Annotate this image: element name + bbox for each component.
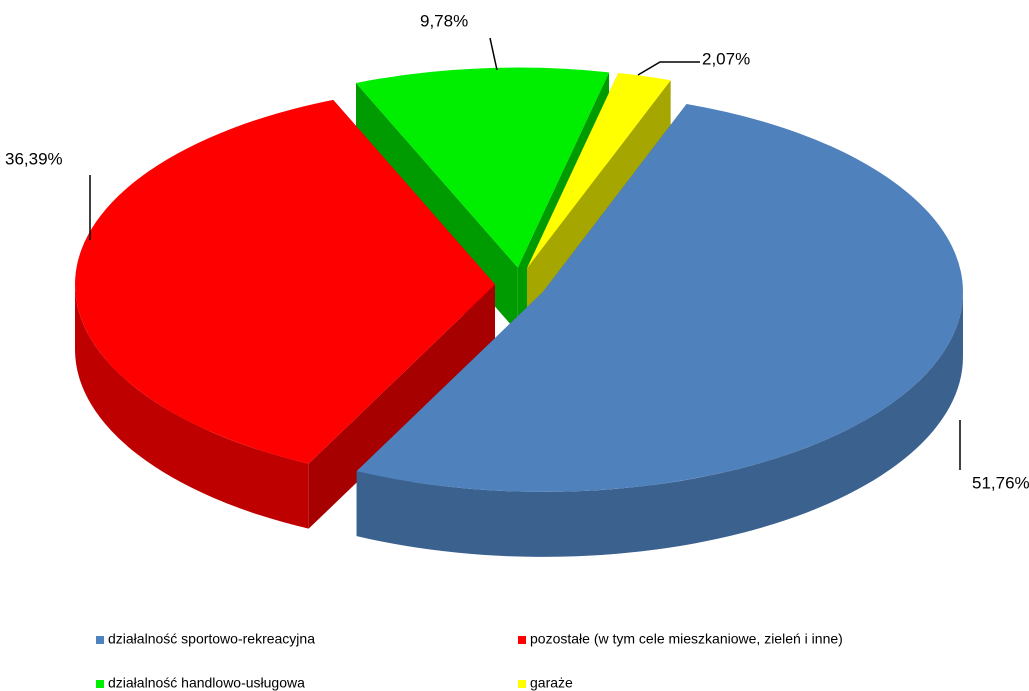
legend-label: działalność handlowo-usługowa xyxy=(108,675,305,691)
legend-swatch xyxy=(96,680,104,688)
pie xyxy=(75,67,963,557)
legend: działalność sportowo-rekreacyjna pozostał… xyxy=(96,631,843,691)
legend-swatch xyxy=(518,680,526,688)
slice-side xyxy=(308,284,496,529)
legend-label: garaże xyxy=(530,675,573,691)
legend-label: działalność sportowo-rekreacyjna xyxy=(108,631,315,647)
leader-line xyxy=(489,37,498,71)
legend-label: pozostałe (w tym cele mieszkaniowe, ziel… xyxy=(530,631,843,647)
slice xyxy=(355,67,610,268)
data-label: 2,07% xyxy=(702,49,750,68)
data-label: 36,39% xyxy=(5,149,63,168)
data-label: 9,78% xyxy=(420,11,468,30)
slice xyxy=(527,72,671,269)
slice-wall xyxy=(356,291,963,557)
leader-line xyxy=(637,61,700,76)
legend-swatch xyxy=(96,636,104,644)
slice-wall xyxy=(75,284,309,529)
slice xyxy=(75,99,496,464)
slice xyxy=(356,103,963,492)
legend-swatch xyxy=(518,636,526,644)
data-label: 51,76% xyxy=(972,473,1029,492)
